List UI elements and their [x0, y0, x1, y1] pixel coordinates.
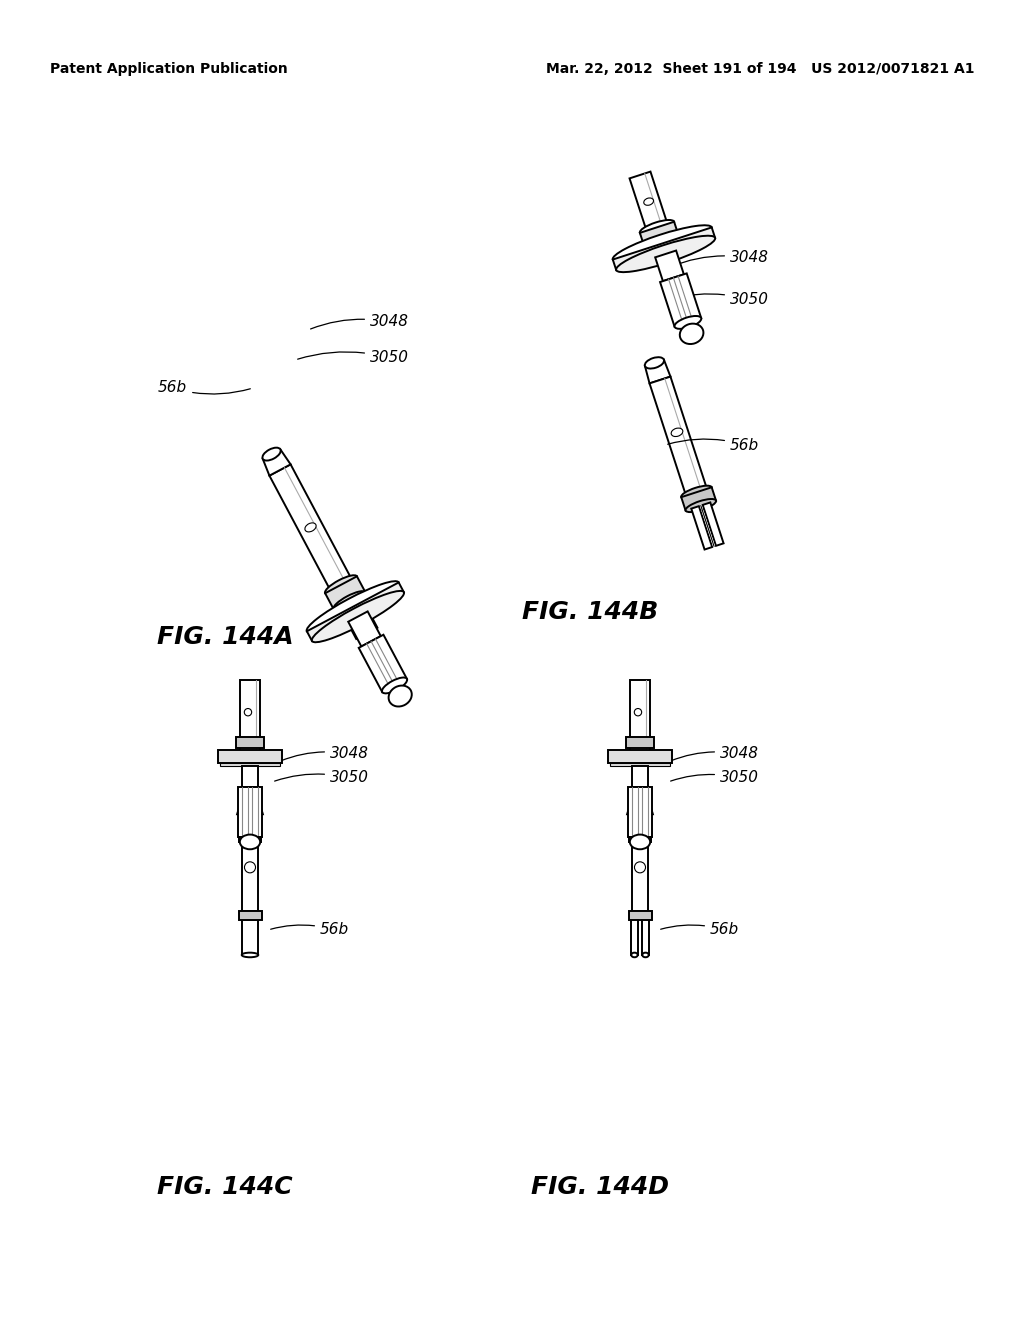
Text: 3050: 3050 — [671, 293, 769, 308]
Bar — [238, 787, 262, 837]
Ellipse shape — [633, 792, 647, 800]
Polygon shape — [655, 251, 684, 281]
Polygon shape — [630, 172, 669, 235]
Ellipse shape — [640, 220, 674, 235]
Bar — [629, 911, 651, 920]
Circle shape — [635, 862, 645, 873]
Bar — [632, 814, 648, 911]
Bar — [219, 763, 281, 767]
Text: FIG. 144C: FIG. 144C — [158, 1175, 293, 1199]
Bar — [218, 750, 283, 763]
Text: 3048: 3048 — [671, 251, 769, 267]
Text: FIG. 144A: FIG. 144A — [157, 624, 293, 649]
Ellipse shape — [630, 834, 650, 849]
Text: Mar. 22, 2012  Sheet 191 of 194   US 2012/0071821 A1: Mar. 22, 2012 Sheet 191 of 194 US 2012/0… — [546, 62, 974, 77]
Ellipse shape — [685, 499, 716, 512]
Bar — [242, 814, 258, 911]
Polygon shape — [263, 449, 291, 475]
Ellipse shape — [671, 428, 683, 437]
Ellipse shape — [242, 953, 258, 957]
Bar — [642, 920, 649, 954]
Ellipse shape — [642, 953, 649, 957]
Ellipse shape — [644, 234, 679, 249]
Polygon shape — [691, 506, 712, 549]
Polygon shape — [645, 360, 671, 383]
Text: 3048: 3048 — [671, 747, 759, 762]
Polygon shape — [702, 503, 724, 545]
Ellipse shape — [644, 198, 653, 206]
Polygon shape — [612, 227, 715, 271]
Bar — [633, 791, 647, 796]
Bar — [237, 737, 264, 748]
Bar — [628, 787, 652, 837]
Circle shape — [245, 862, 256, 873]
Polygon shape — [627, 796, 653, 814]
Ellipse shape — [675, 315, 701, 329]
Text: FIG. 144B: FIG. 144B — [522, 601, 658, 624]
Ellipse shape — [262, 447, 281, 461]
Bar — [243, 791, 257, 796]
Ellipse shape — [631, 953, 638, 957]
Bar — [627, 737, 653, 748]
Bar — [242, 920, 258, 954]
Ellipse shape — [612, 226, 712, 261]
Circle shape — [634, 709, 642, 715]
Text: 56b: 56b — [158, 380, 250, 396]
Polygon shape — [269, 465, 378, 639]
Ellipse shape — [240, 834, 260, 849]
Bar — [632, 767, 648, 787]
Ellipse shape — [334, 591, 366, 610]
Bar — [239, 911, 261, 920]
Circle shape — [245, 709, 252, 715]
Bar — [629, 837, 651, 842]
Ellipse shape — [306, 581, 399, 632]
Ellipse shape — [382, 677, 408, 693]
Ellipse shape — [681, 486, 712, 499]
Bar — [609, 763, 671, 767]
Ellipse shape — [325, 576, 357, 594]
Ellipse shape — [305, 523, 316, 532]
Text: 3050: 3050 — [298, 351, 409, 366]
Polygon shape — [681, 487, 716, 511]
Polygon shape — [660, 273, 701, 327]
Bar — [630, 680, 650, 754]
Bar — [608, 750, 672, 763]
Text: 3048: 3048 — [310, 314, 409, 330]
Text: FIG. 144D: FIG. 144D — [531, 1175, 669, 1199]
Ellipse shape — [616, 236, 715, 272]
Ellipse shape — [645, 358, 665, 368]
Polygon shape — [358, 635, 407, 692]
Bar — [242, 767, 258, 787]
Ellipse shape — [388, 685, 412, 706]
Text: 56b: 56b — [668, 437, 759, 453]
Ellipse shape — [680, 323, 703, 345]
Text: 3050: 3050 — [274, 771, 369, 785]
Text: 56b: 56b — [660, 923, 739, 937]
Text: 56b: 56b — [270, 923, 349, 937]
Text: 3050: 3050 — [671, 771, 759, 785]
Bar — [240, 680, 260, 754]
Text: 3048: 3048 — [281, 747, 369, 762]
Ellipse shape — [243, 792, 257, 800]
Polygon shape — [326, 577, 366, 609]
Polygon shape — [307, 582, 403, 642]
Bar — [240, 837, 261, 842]
Polygon shape — [238, 796, 263, 814]
Polygon shape — [348, 611, 381, 647]
Ellipse shape — [312, 591, 404, 643]
Bar — [631, 920, 638, 954]
Polygon shape — [649, 376, 711, 507]
Text: Patent Application Publication: Patent Application Publication — [50, 62, 288, 77]
Polygon shape — [640, 222, 679, 247]
